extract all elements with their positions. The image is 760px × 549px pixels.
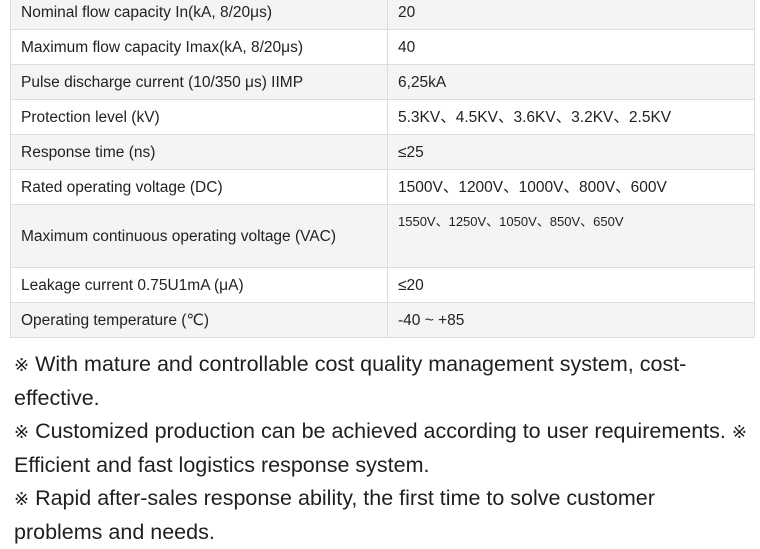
- table-row: Operating temperature (℃) -40 ~ +85: [10, 302, 755, 338]
- table-row: Response time (ns) ≤25: [10, 134, 755, 170]
- spec-value: 40: [387, 29, 755, 65]
- spec-table: Nominal flow capacity In(kA, 8/20μs) 20 …: [10, 0, 755, 338]
- table-row: Maximum flow capacity Imax(kA, 8/20μs) 4…: [10, 29, 755, 65]
- note-customized-production: Customized production can be achieved ac…: [35, 419, 726, 443]
- table-row: Nominal flow capacity In(kA, 8/20μs) 20: [10, 0, 755, 30]
- reference-mark-icon: ※: [731, 422, 747, 443]
- spec-label: Pulse discharge current (10/350 μs) IIMP: [10, 64, 388, 100]
- reference-mark-icon: ※: [14, 422, 30, 443]
- reference-mark-icon: ※: [14, 489, 30, 510]
- feature-notes: ※ With mature and controllable cost qual…: [14, 348, 749, 549]
- spec-label: Response time (ns): [10, 134, 388, 170]
- note-after-sales: Rapid after-sales response ability, the …: [14, 486, 655, 544]
- note-logistics: Efficient and fast logistics response sy…: [14, 453, 430, 477]
- table-row: Rated operating voltage (DC) 1500V、1200V…: [10, 169, 755, 205]
- spec-value: 1550V、1250V、1050V、850V、650V: [387, 204, 755, 268]
- spec-label: Leakage current 0.75U1mA (μA): [10, 267, 388, 303]
- table-row: Maximum continuous operating voltage (VA…: [10, 204, 755, 268]
- note-cost-quality: With mature and controllable cost qualit…: [14, 352, 687, 410]
- spec-value: ≤20: [387, 267, 755, 303]
- table-row: Leakage current 0.75U1mA (μA) ≤20: [10, 267, 755, 303]
- table-row: Protection level (kV) 5.3KV、4.5KV、3.6KV、…: [10, 99, 755, 135]
- spec-value: ≤25: [387, 134, 755, 170]
- spec-label: Maximum flow capacity Imax(kA, 8/20μs): [10, 29, 388, 65]
- spec-value: 5.3KV、4.5KV、3.6KV、3.2KV、2.5KV: [387, 99, 755, 135]
- spec-value: 6,25kA: [387, 64, 755, 100]
- spec-label: Rated operating voltage (DC): [10, 169, 388, 205]
- reference-mark-icon: ※: [14, 355, 30, 376]
- spec-value: -40 ~ +85: [387, 302, 755, 338]
- table-row: Pulse discharge current (10/350 μs) IIMP…: [10, 64, 755, 100]
- spec-label: Protection level (kV): [10, 99, 388, 135]
- spec-label: Maximum continuous operating voltage (VA…: [10, 204, 388, 268]
- spec-label: Operating temperature (℃): [10, 302, 388, 338]
- spec-label: Nominal flow capacity In(kA, 8/20μs): [10, 0, 388, 30]
- spec-value: 1500V、1200V、1000V、800V、600V: [387, 169, 755, 205]
- spec-value: 20: [387, 0, 755, 30]
